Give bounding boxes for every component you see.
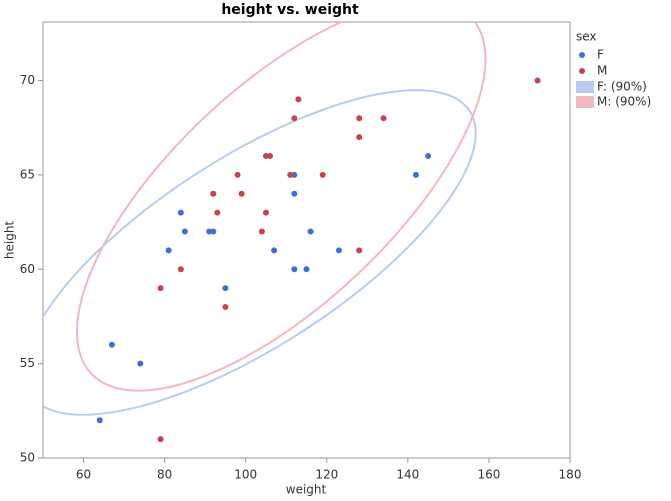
legend-label: F [597, 48, 604, 62]
point [412, 171, 419, 178]
point [287, 171, 294, 178]
point [262, 209, 269, 216]
chart-title: height vs. weight [221, 2, 359, 18]
x-tick-label: 140 [396, 468, 419, 482]
legend-label: F: (90%) [597, 80, 647, 94]
legend-marker [579, 68, 585, 74]
point [214, 209, 221, 216]
density-ellipse [43, 89, 477, 416]
point [210, 190, 217, 197]
legend-marker [579, 52, 585, 58]
density-ellipse [76, 22, 487, 392]
x-tick-label: 60 [76, 468, 91, 482]
point [108, 341, 115, 348]
plot-area [42, 21, 571, 459]
point [137, 360, 144, 367]
y-tick-label: 65 [20, 167, 35, 181]
point [307, 228, 314, 235]
legend-label: M [597, 64, 607, 78]
point [267, 153, 274, 160]
ellipses [43, 22, 487, 416]
point [258, 228, 265, 235]
point [380, 115, 387, 122]
point [157, 285, 164, 292]
point [177, 266, 184, 273]
point [234, 171, 241, 178]
point [96, 417, 103, 424]
point [534, 77, 541, 84]
point [356, 247, 363, 254]
y-tick-label: 60 [20, 262, 35, 276]
legend-label: M: (90%) [597, 95, 651, 109]
point [222, 304, 229, 311]
legend-title: sex [576, 30, 597, 44]
point [165, 247, 172, 254]
point [210, 228, 217, 235]
legend-swatch [576, 96, 594, 108]
point [181, 228, 188, 235]
x-tick-label: 100 [234, 468, 257, 482]
point [356, 134, 363, 141]
y-tick-label: 50 [20, 451, 35, 465]
point [425, 153, 432, 160]
point [291, 190, 298, 197]
point [291, 266, 298, 273]
point [222, 285, 229, 292]
point [295, 96, 302, 103]
point [157, 436, 164, 443]
point [335, 247, 342, 254]
point [303, 266, 310, 273]
point [319, 171, 326, 178]
point [356, 115, 363, 122]
legend-swatch [576, 81, 594, 93]
x-tick-label: 120 [315, 468, 338, 482]
point [238, 190, 245, 197]
point [177, 209, 184, 216]
x-tick-label: 180 [559, 468, 582, 482]
y-tick-label: 55 [20, 356, 35, 370]
y-tick-label: 70 [20, 73, 35, 87]
x-tick-label: 160 [477, 468, 500, 482]
y-axis-label: height [3, 221, 17, 260]
x-tick-label: 80 [157, 468, 172, 482]
x-axis-label: weight [286, 483, 327, 497]
point [271, 247, 278, 254]
point [291, 115, 298, 122]
